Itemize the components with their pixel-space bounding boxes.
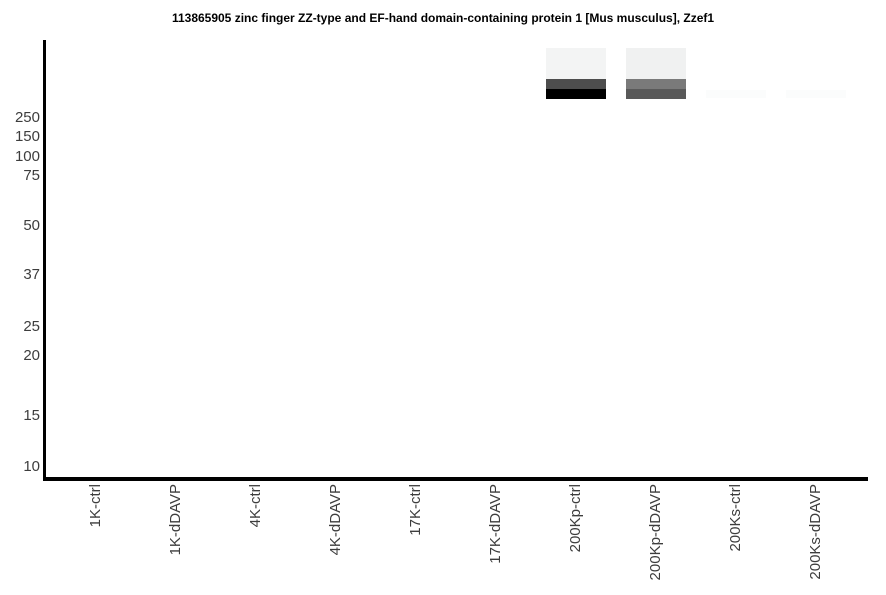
x-tick-label-17K-ctrl: 17K-ctrl	[407, 484, 424, 536]
lane-smear-200Kp-ctrl	[546, 48, 606, 79]
lane-band-200Kp-ctrl	[546, 79, 606, 89]
x-tick-label-200Kp-dDAVP: 200Kp-dDAVP	[647, 484, 664, 581]
y-axis-line	[43, 40, 46, 481]
chart-title: 113865905 zinc finger ZZ-type and EF-han…	[171, 11, 715, 25]
lane-band-200Ks-ctrl	[706, 90, 766, 98]
y-tick-label-37: 37	[23, 266, 40, 283]
x-tick-label-17K-dDAVP: 17K-dDAVP	[487, 484, 504, 564]
y-tick-label-10: 10	[23, 458, 40, 475]
y-tick-label-20: 20	[23, 347, 40, 364]
x-tick-label-4K-dDAVP: 4K-dDAVP	[327, 484, 344, 556]
y-tick-label-150: 150	[14, 128, 40, 145]
x-tick-label-4K-ctrl: 4K-ctrl	[247, 484, 264, 528]
x-tick-label-200Ks-dDAVP: 200Ks-dDAVP	[807, 484, 824, 580]
x-tick-label-1K-dDAVP: 1K-dDAVP	[167, 484, 184, 556]
y-tick-label-75: 75	[23, 167, 40, 184]
lane-smear-200Kp-dDAVP	[626, 48, 686, 79]
lane-band-200Ks-dDAVP	[786, 90, 846, 98]
x-tick-label-200Ks-ctrl: 200Ks-ctrl	[727, 484, 744, 552]
x-tick-label-1K-ctrl: 1K-ctrl	[87, 484, 104, 528]
y-tick-label-15: 15	[23, 407, 40, 424]
lane-band-200Kp-dDAVP	[626, 79, 686, 89]
x-tick-label-200Kp-ctrl: 200Kp-ctrl	[567, 484, 584, 553]
y-tick-label-250: 250	[14, 109, 40, 126]
lane-band-200Kp-ctrl	[546, 89, 606, 99]
y-tick-label-50: 50	[23, 217, 40, 234]
y-tick-label-25: 25	[23, 318, 40, 335]
lane-band-200Kp-dDAVP	[626, 89, 686, 99]
x-axis-line	[43, 477, 868, 481]
y-tick-label-100: 100	[14, 148, 40, 165]
